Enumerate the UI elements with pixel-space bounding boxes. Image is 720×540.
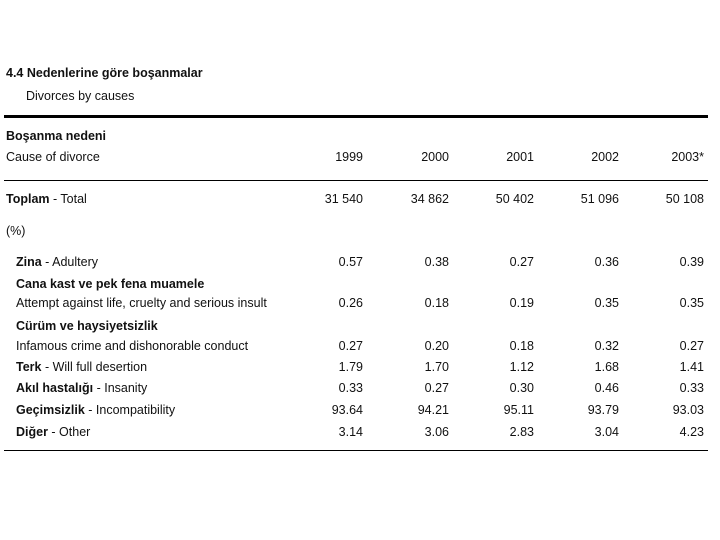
table-cell: 51 096 bbox=[580, 192, 619, 206]
table-cell: 0.33 bbox=[679, 381, 704, 395]
table-cell: 93.64 bbox=[331, 403, 363, 417]
table-cell: 0.35 bbox=[679, 296, 704, 310]
table-cell: 4.23 bbox=[679, 425, 704, 439]
table-cell: 0.38 bbox=[424, 255, 449, 269]
table-cell: 0.18 bbox=[509, 339, 534, 353]
table-cell: 50 402 bbox=[495, 192, 534, 206]
row-label: Akıl hastalığı - Insanity bbox=[16, 381, 148, 395]
total-row: Toplam - Total 31 540 34 862 50 402 51 0… bbox=[0, 192, 720, 210]
table-row: Diğer - Other 3.14 3.06 2.83 3.04 4.23 bbox=[0, 425, 720, 443]
year-header: 2003* bbox=[671, 150, 704, 164]
total-label: Toplam - Total bbox=[6, 192, 87, 206]
row-label: Diğer - Other bbox=[16, 425, 91, 439]
table-cell: 0.33 bbox=[338, 381, 363, 395]
table-cell: 31 540 bbox=[324, 192, 363, 206]
table-row: Akıl hastalığı - Insanity 0.33 0.27 0.30… bbox=[0, 381, 720, 399]
table-cell: 0.18 bbox=[424, 296, 449, 310]
table-cell: 0.36 bbox=[594, 255, 619, 269]
table-cell: 94.21 bbox=[417, 403, 449, 417]
table-cell: 1.70 bbox=[424, 360, 449, 374]
table-cell: 1.68 bbox=[594, 360, 619, 374]
table-cell: 1.41 bbox=[679, 360, 704, 374]
table-row: Geçimsizlik - Incompatibility 93.64 94.2… bbox=[0, 403, 720, 421]
table-row: Infamous crime and dishonorable conduct … bbox=[0, 339, 720, 357]
row-label: Geçimsizlik - Incompatibility bbox=[16, 403, 176, 417]
table-row: Terk - Will full desertion 1.79 1.70 1.1… bbox=[0, 360, 720, 378]
table-cell: 0.32 bbox=[594, 339, 619, 353]
table-cell: 0.26 bbox=[338, 296, 363, 310]
table-cell: 50 108 bbox=[665, 192, 704, 206]
table-cell: 0.46 bbox=[594, 381, 619, 395]
year-header: 1999 bbox=[335, 150, 363, 164]
table-title: 4.4 Nedenlerine göre boşanmalar bbox=[6, 66, 203, 80]
table-cell: 0.27 bbox=[338, 339, 363, 353]
table-cell: 0.27 bbox=[679, 339, 704, 353]
table-cell: 2.83 bbox=[509, 425, 534, 439]
top-rule bbox=[4, 115, 708, 118]
year-header: 2000 bbox=[421, 150, 449, 164]
table-cell: 1.12 bbox=[509, 360, 534, 374]
percent-label: (%) bbox=[6, 224, 26, 238]
table-cell: 93.79 bbox=[587, 403, 619, 417]
table-cell: 0.35 bbox=[594, 296, 619, 310]
column-header-en: Cause of divorce bbox=[6, 150, 100, 164]
table-cell: 93.03 bbox=[672, 403, 704, 417]
table-cell: 0.27 bbox=[509, 255, 534, 269]
year-header: 2001 bbox=[506, 150, 534, 164]
bottom-rule bbox=[4, 450, 708, 451]
table-cell: 0.20 bbox=[424, 339, 449, 353]
table-cell: 1.79 bbox=[338, 360, 363, 374]
row-label: Infamous crime and dishonorable conduct bbox=[16, 339, 249, 353]
row-label: Attempt against life, cruelty and seriou… bbox=[16, 296, 267, 310]
group-label: Cürüm ve haysiyetsizlik bbox=[16, 319, 158, 333]
row-label: Terk - Will full desertion bbox=[16, 360, 148, 374]
year-header: 2002 bbox=[591, 150, 619, 164]
table-cell: 0.30 bbox=[509, 381, 534, 395]
table-cell: 0.27 bbox=[424, 381, 449, 395]
table-row: Attempt against life, cruelty and seriou… bbox=[0, 296, 720, 314]
group-label: Cana kast ve pek fena muamele bbox=[16, 277, 205, 291]
table-cell: 3.14 bbox=[338, 425, 363, 439]
table-cell: 3.06 bbox=[424, 425, 449, 439]
table-row: Zina - Adultery 0.57 0.38 0.27 0.36 0.39 bbox=[0, 255, 720, 273]
row-label: Zina - Adultery bbox=[16, 255, 98, 269]
table-cell: 0.19 bbox=[509, 296, 534, 310]
table-cell: 95.11 bbox=[503, 403, 534, 417]
table-cell: 0.39 bbox=[679, 255, 704, 269]
table-cell: 34 862 bbox=[410, 192, 449, 206]
table-subtitle: Divorces by causes bbox=[26, 89, 135, 103]
column-header-tr: Boşanma nedeni bbox=[6, 129, 107, 143]
table-cell: 3.04 bbox=[594, 425, 619, 439]
header-rule bbox=[4, 180, 708, 181]
table-cell: 0.57 bbox=[338, 255, 363, 269]
